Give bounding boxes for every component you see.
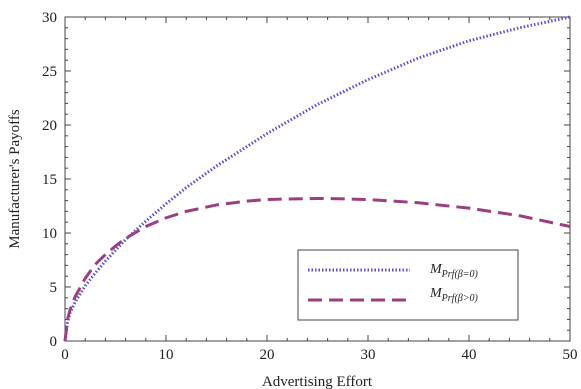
x-tick-label: 20: [260, 347, 275, 363]
x-tick-label: 40: [462, 347, 477, 363]
legend: MPrf(β=0) MPrf(β>0): [298, 250, 518, 320]
y-axis-title: Manufacturer's Payoffs: [7, 109, 23, 249]
y-tick-label: 20: [42, 118, 57, 134]
y-tick-label: 15: [42, 172, 57, 188]
x-tick-label: 50: [563, 347, 578, 363]
x-tick-label: 30: [361, 347, 376, 363]
y-tick-label: 30: [42, 10, 57, 26]
y-tick-label: 0: [50, 334, 58, 350]
y-tick-label: 10: [42, 226, 57, 242]
y-tick-label: 25: [42, 64, 57, 80]
x-tick-label: 10: [159, 347, 174, 363]
legend-box: [298, 250, 518, 320]
x-axis-title: Advertising Effort: [262, 374, 373, 389]
x-tick-label: 0: [61, 347, 69, 363]
y-tick-label: 5: [50, 280, 58, 296]
